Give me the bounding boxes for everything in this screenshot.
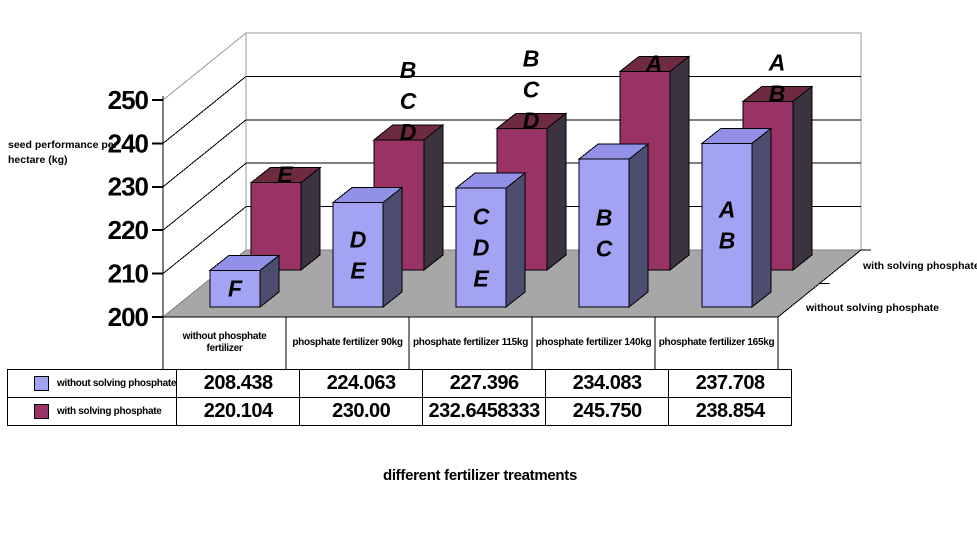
significance-letter: D — [350, 226, 367, 252]
legend-cell: without solving phosphate — [6, 369, 178, 398]
y-tick-label: 250 — [108, 85, 149, 115]
gridline-sidewall — [162, 206, 247, 274]
bar-without-solving-phosphate-cat2 — [332, 202, 384, 308]
significance-letter: E — [473, 266, 489, 292]
significance-letter: B — [769, 80, 786, 106]
value-cell-row2-cat1: 220.104 — [176, 397, 301, 426]
bar-with-solving-phosphate-cat3-side — [546, 112, 567, 272]
significance-letter: D — [523, 107, 540, 133]
significance-letter: E — [277, 162, 293, 188]
value-cell-row1-cat2: 224.063 — [299, 369, 424, 398]
gridline-sidewall — [162, 162, 247, 231]
bar-without-solving-phosphate-cat5-side — [751, 127, 772, 309]
significance-letter: A — [768, 49, 786, 75]
category-header-4: phosphate fertilizer 140kg — [535, 337, 652, 348]
bar-without-solving-phosphate-cat2-side — [382, 186, 403, 309]
data-table: without solving phosphate 208.438 224.063 2… — [6, 369, 793, 426]
value-cell-row1-cat4: 234.083 — [545, 369, 670, 398]
significance-letter: C — [523, 76, 540, 102]
y-axis-title: seed performance per hectare (kg) — [8, 138, 128, 168]
y-tick-label: 230 — [108, 172, 149, 202]
value-cell-row1-cat5: 237.708 — [668, 369, 793, 398]
y-tick-label: 200 — [108, 302, 149, 332]
x-axis-title: different fertilizer treatments — [382, 467, 578, 484]
bar-without-solving-phosphate-cat4-side — [628, 143, 649, 309]
bar-without-solving-phosphate-cat4 — [578, 158, 630, 308]
significance-letter: D — [473, 235, 490, 261]
legend-cell: with solving phosphate — [6, 397, 178, 426]
value-cell-row1-cat1: 208.438 — [176, 369, 301, 398]
value-cell-row1-cat3: 227.396 — [422, 369, 547, 398]
value-cell-row2-cat2: 230.00 — [299, 397, 424, 426]
table-row-with-solving-phosphate: with solving phosphate 220.104 230.00 232.6… — [6, 397, 793, 426]
significance-letter: E — [350, 257, 366, 283]
bar-without-solving-phosphate-cat3 — [455, 187, 507, 308]
significance-letter: F — [228, 276, 243, 302]
value-cell-row2-cat4: 245.750 — [545, 397, 670, 426]
bar-without-solving-phosphate-cat5 — [701, 142, 753, 308]
bar-with-solving-phosphate-cat1-side — [300, 166, 321, 272]
gridline-sidewall — [162, 119, 247, 188]
bar-with-solving-phosphate-cat5-side — [792, 85, 813, 272]
bar-without-solving-phosphate-cat3-side — [505, 172, 526, 309]
significance-letter: C — [400, 88, 417, 114]
y-axis-title-line2: hectare (kg) — [8, 154, 68, 166]
significance-letter: C — [473, 204, 490, 230]
significance-letter: D — [400, 119, 417, 145]
significance-letter: B — [596, 205, 613, 231]
y-tick-label: 240 — [108, 128, 149, 158]
y-axis-title-line1: seed performance per — [8, 139, 118, 151]
series-axis-label-with-solving-phosphate: with solving phosphate — [863, 260, 977, 272]
category-header-5: phosphate fertilizer 165kg — [658, 337, 775, 348]
significance-letter: C — [596, 236, 613, 262]
legend-swatch-maroon — [34, 404, 49, 419]
table-row-without-solving-phosphate: without solving phosphate 208.438 224.063 2… — [6, 369, 793, 398]
y-tick-label: 220 — [108, 215, 149, 245]
value-cell-row2-cat3: 232.6458333 — [422, 397, 547, 426]
category-header-3: phosphate fertilizer 115kg — [412, 337, 529, 348]
category-header-1: without phosphate fertilizer — [182, 331, 267, 354]
value-cell-row2-cat5: 238.854 — [668, 397, 793, 426]
significance-letter: B — [400, 57, 417, 83]
legend-label: without solving phosphate — [57, 378, 177, 389]
significance-letter: A — [645, 50, 663, 76]
series-axis-label-without-solving-phosphate: without solving phosphate — [806, 302, 939, 314]
bar-without-solving-phosphate-cat1 — [209, 269, 261, 308]
bar-with-solving-phosphate-cat4-side — [669, 55, 690, 272]
category-header-2: phosphate fertilizer 90kg — [292, 337, 403, 348]
significance-letter: B — [523, 45, 540, 71]
y-tick-label: 210 — [108, 258, 149, 288]
significance-letter: B — [719, 228, 736, 254]
legend-label: with solving phosphate — [57, 406, 162, 417]
gridline-sidewall — [162, 76, 247, 144]
bar-with-solving-phosphate-cat2-side — [423, 123, 444, 272]
significance-letter: A — [718, 197, 736, 223]
legend-swatch-blue — [34, 376, 49, 391]
